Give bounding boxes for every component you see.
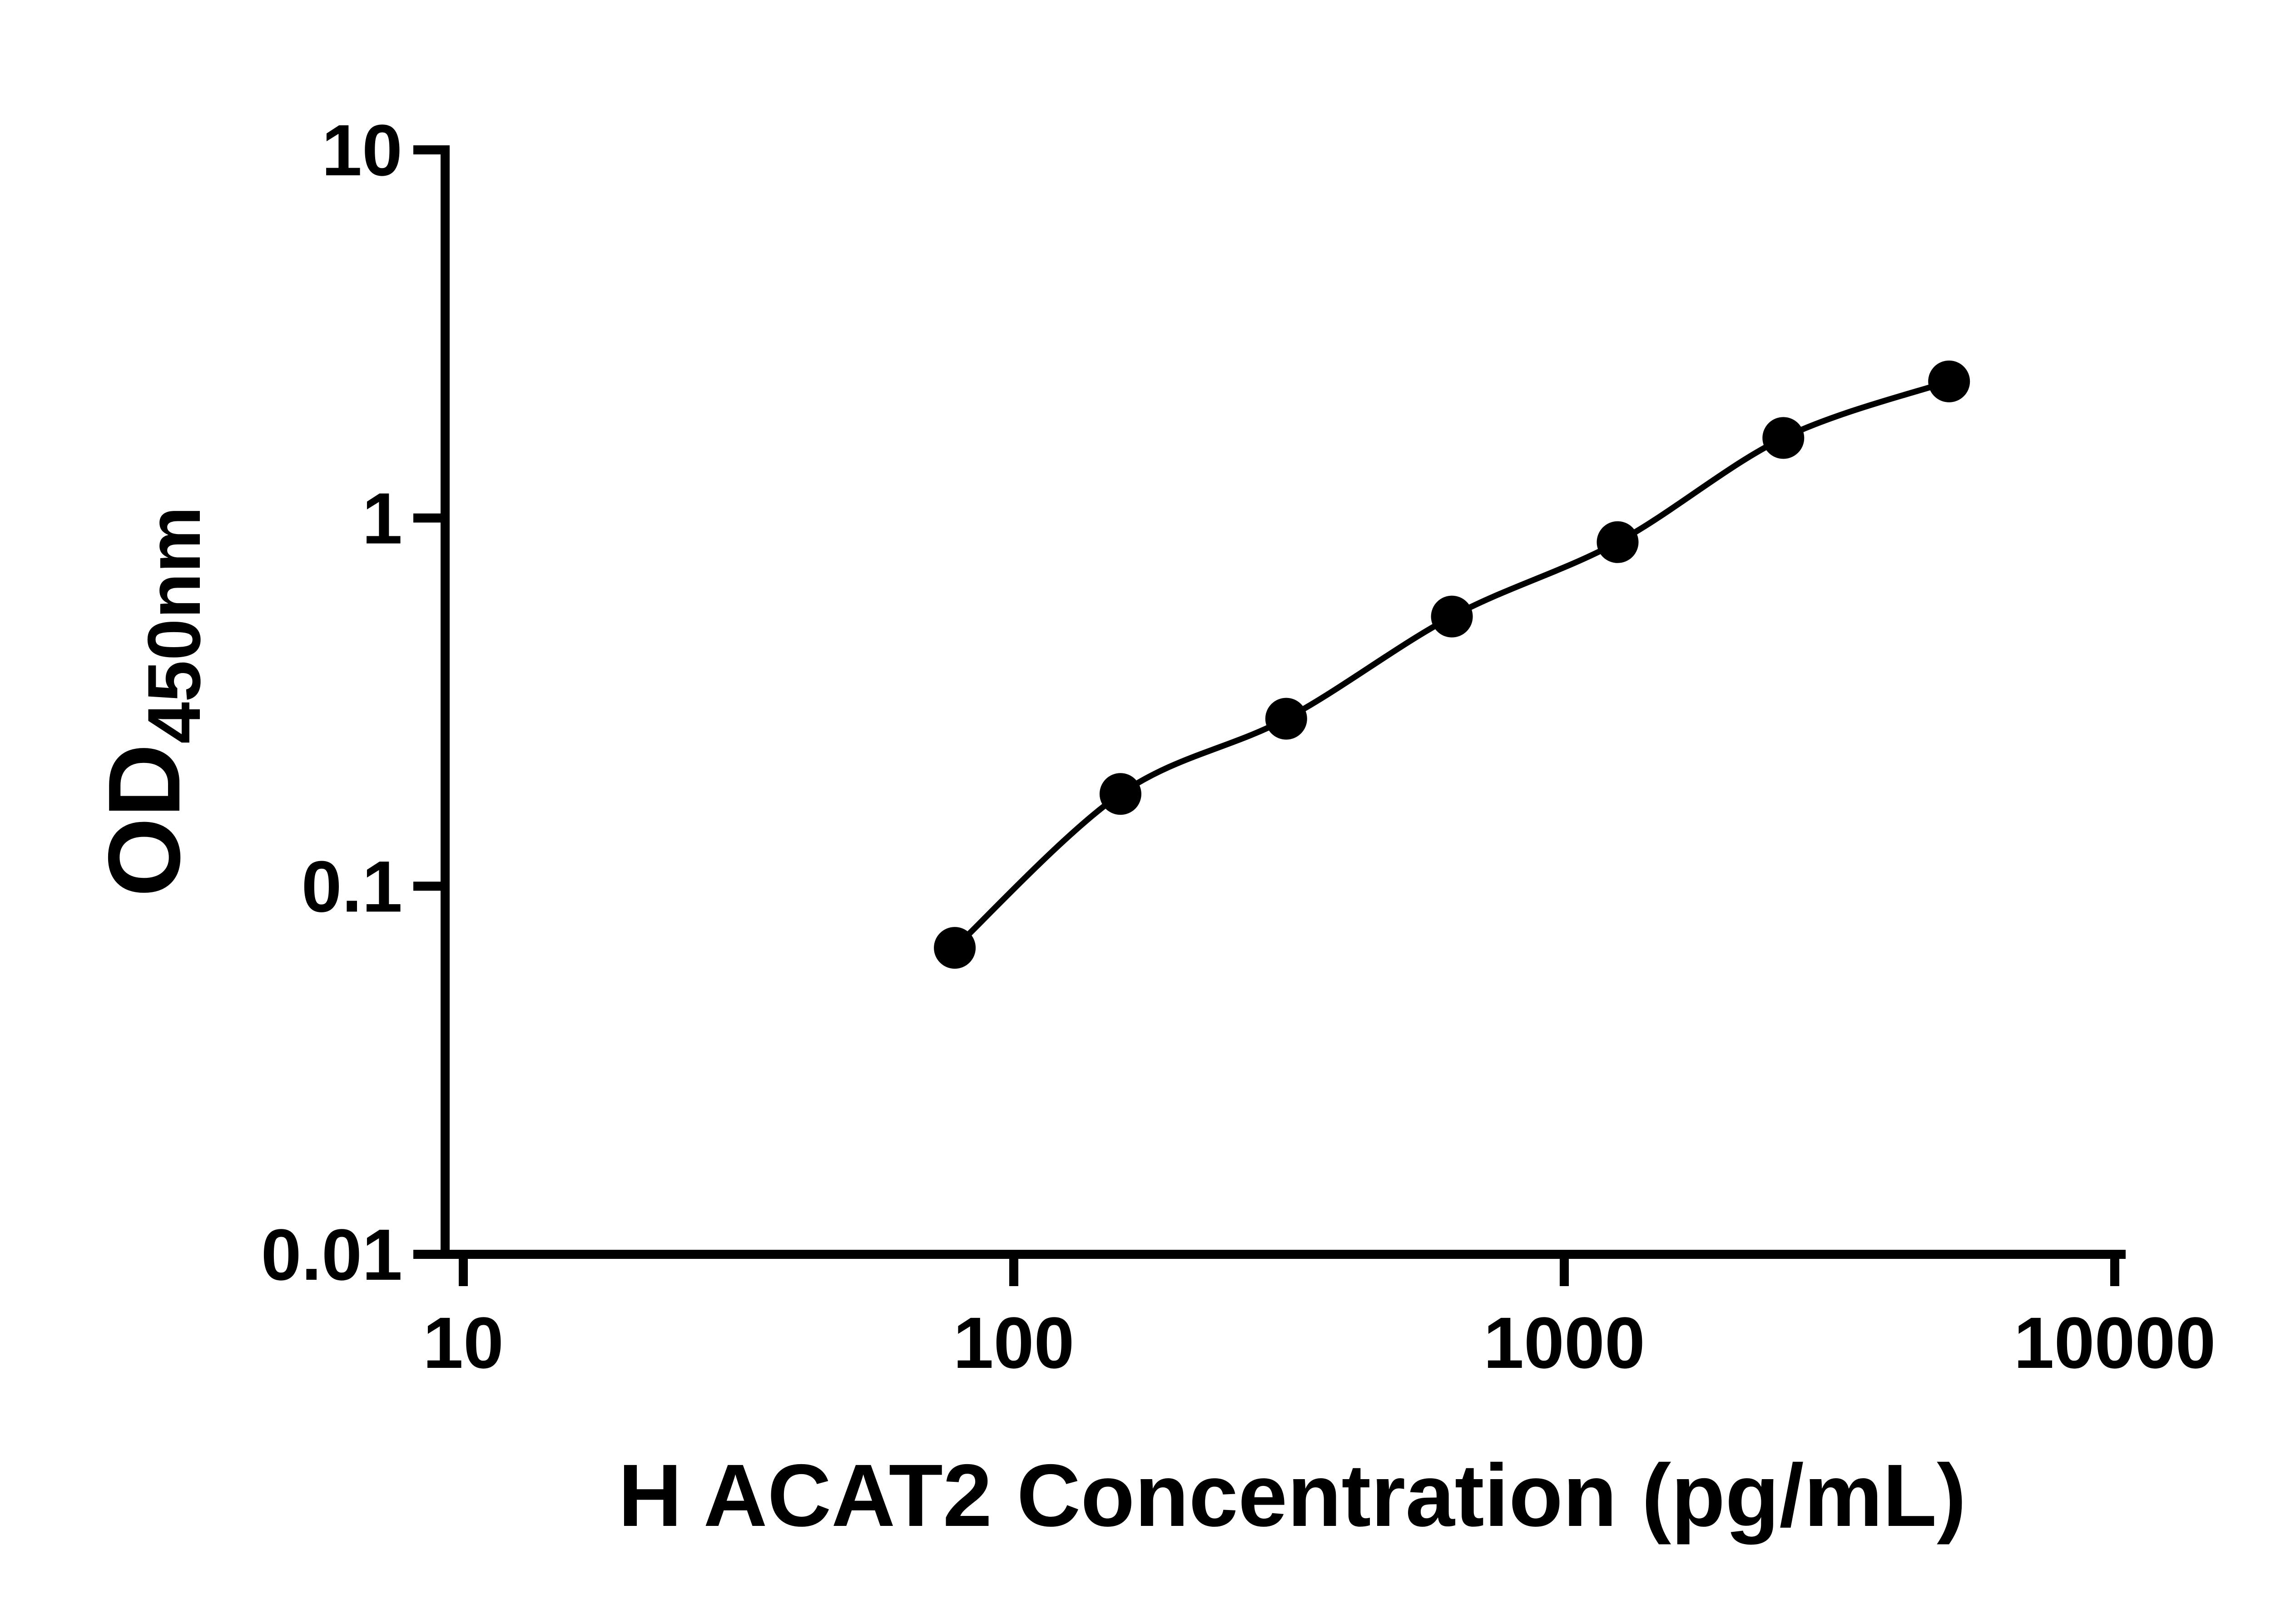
y-axis-title: OD450nm [87, 506, 216, 897]
x-tick-label: 10000 [2014, 1302, 2216, 1383]
y-axis-title-sub: 450nm [132, 506, 216, 744]
x-axis-title: H ACAT2 Concentration (pg/mL) [618, 1446, 1966, 1545]
data-point [1928, 360, 1970, 402]
x-tick-label: 10 [423, 1302, 504, 1383]
y-tick-label: 0.01 [261, 1214, 402, 1295]
x-tick-label: 1000 [1483, 1302, 1645, 1383]
data-point [1099, 773, 1141, 815]
data-point [1265, 698, 1307, 740]
plot-layer [934, 360, 1970, 969]
y-tick-label: 10 [322, 109, 402, 191]
y-axis-title-main: OD [87, 744, 201, 897]
data-point [1431, 595, 1473, 638]
axes-layer: 10 1 0.1 0.01 10 100 1000 10000 [261, 109, 2216, 1383]
data-point [934, 927, 976, 969]
x-tick-label: 100 [953, 1302, 1075, 1383]
data-point [1762, 417, 1805, 459]
y-tick-label: 0.1 [302, 846, 402, 927]
fit-curve [952, 378, 1952, 951]
data-point [1597, 521, 1639, 563]
y-tick-label: 1 [362, 478, 402, 559]
